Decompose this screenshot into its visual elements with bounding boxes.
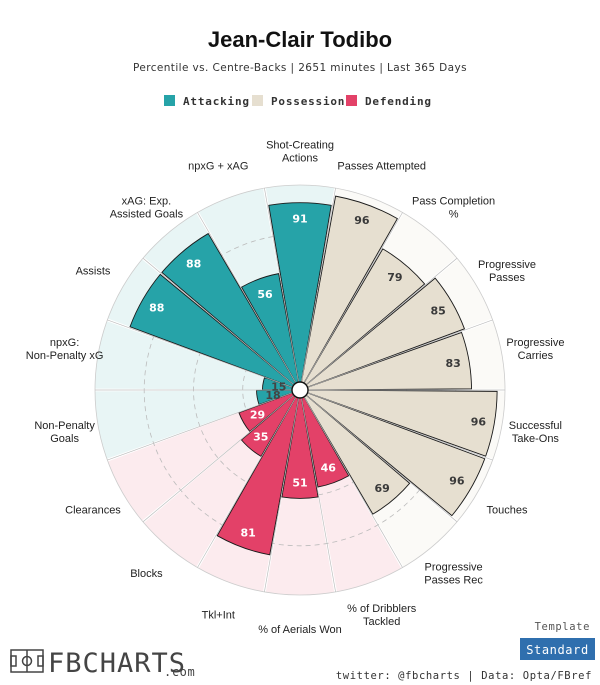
pitch-icon (10, 649, 44, 673)
center-circle (291, 381, 309, 399)
value-label-progressive-carries: 83 (445, 357, 460, 370)
spoke (142, 257, 295, 386)
spoke (303, 212, 403, 384)
category-label-shot-creating-actions: Shot-Creating Actions (266, 140, 334, 165)
value-label-passes-attempted: 96 (354, 214, 370, 227)
legend-swatch-possession (252, 95, 263, 106)
logo-text: FBCHARTS (48, 648, 186, 679)
category-label-xag-exp-assisted-goals: xAG: Exp. Assisted Goals (110, 195, 184, 220)
spokes (95, 188, 505, 592)
value-label-npxg-non-penalty-xg: 15 (271, 380, 286, 393)
legend-swatch-attacking (164, 95, 175, 106)
category-label-progressive-passes-rec: Progressive Passes Rec (424, 562, 483, 587)
category-label-pass-completion: Pass Completion% (412, 195, 495, 220)
template-button-label[interactable]: Standard (526, 643, 589, 657)
value-label-clearances: 29 (250, 409, 265, 422)
data-bars (129, 195, 498, 556)
category-label-tkl-int: Tkl+Int (202, 610, 235, 622)
template-button[interactable]: Standard (520, 638, 595, 660)
legend-label-defending: Defending (365, 95, 432, 108)
spoke (301, 188, 336, 383)
category-label-blocks: Blocks (130, 568, 163, 580)
spoke (305, 257, 458, 386)
category-label-touches: Touches (487, 505, 528, 517)
category-label-assists: Assists (76, 266, 111, 278)
legend: Attacking Possession Defending (164, 95, 432, 108)
spoke (107, 319, 293, 388)
category-label-successful-take-ons: Successful Take-Ons (509, 420, 562, 445)
value-label-touches: 96 (449, 475, 465, 488)
spoke (307, 392, 493, 461)
category-label-non-penalty-goals: Non-Penalty Goals (34, 420, 95, 445)
spoke (301, 397, 336, 592)
legend-swatch-defending (346, 95, 357, 106)
template-button-bg[interactable] (520, 638, 595, 660)
value-label-pass-completion: 79 (387, 271, 402, 284)
logo-suffix: .com (164, 665, 195, 679)
value-label-of-dribblers-tackled: 46 (321, 462, 337, 475)
spoke (107, 392, 293, 461)
category-label-progressive-carries: Progressive Carries (506, 337, 564, 362)
value-label-blocks: 35 (253, 431, 268, 444)
bg-wedge-non-penalty-goals (95, 390, 293, 459)
value-label-assists: 88 (149, 301, 164, 314)
value-label-of-aerials-won: 51 (292, 477, 307, 490)
spoke (142, 394, 295, 523)
spoke (197, 396, 297, 568)
spoke (307, 319, 493, 388)
category-label-of-aerials-won: % of Aerials Won (258, 624, 342, 636)
fbcharts-logo: FBCHARTS .com (10, 648, 195, 679)
value-label-non-penalty-goals: 18 (265, 389, 280, 402)
category-label-passes-attempted: Passes Attempted (337, 160, 426, 172)
value-label-npxg-xag: 56 (257, 288, 273, 301)
value-label-xag-exp-assisted-goals: 88 (186, 257, 201, 270)
value-label-successful-take-ons: 96 (471, 416, 487, 429)
spoke (264, 397, 299, 592)
value-label-shot-creating-actions: 91 (292, 213, 307, 226)
credit-text: twitter: @fbcharts | Data: Opta/FBref (336, 670, 592, 682)
bg-wedge-npxg-non-penalty-xg (95, 321, 293, 390)
value-label-progressive-passes: 85 (430, 304, 445, 317)
spoke (264, 188, 299, 383)
category-label-of-dribblers-tackled: % of Dribblers Tackled (347, 603, 417, 628)
legend-label-attacking: Attacking (183, 95, 250, 108)
category-label-npxg-xag: npxG + xAG (188, 160, 248, 172)
category-label-npxg-non-penalty-xg: npxG: Non-Penalty xG (26, 337, 104, 362)
legend-label-possession: Possession (271, 95, 345, 108)
category-label-progressive-passes: Progressive Passes (478, 259, 536, 284)
value-label-progressive-passes-rec: 69 (375, 482, 390, 495)
spoke (197, 212, 297, 384)
chart-title: Jean-Clair Todibo (208, 27, 392, 52)
spoke (305, 394, 458, 523)
template-label: Template (535, 621, 590, 633)
chart-subtitle: Percentile vs. Centre-Backs | 2651 minut… (133, 62, 467, 74)
spoke (303, 396, 403, 568)
category-label-clearances: Clearances (65, 505, 121, 517)
value-label-tkl-int: 81 (241, 526, 256, 539)
